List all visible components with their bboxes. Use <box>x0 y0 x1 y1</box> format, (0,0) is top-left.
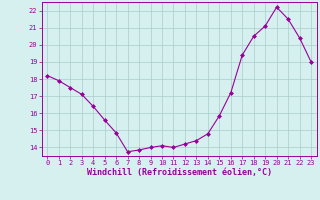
X-axis label: Windchill (Refroidissement éolien,°C): Windchill (Refroidissement éolien,°C) <box>87 168 272 177</box>
